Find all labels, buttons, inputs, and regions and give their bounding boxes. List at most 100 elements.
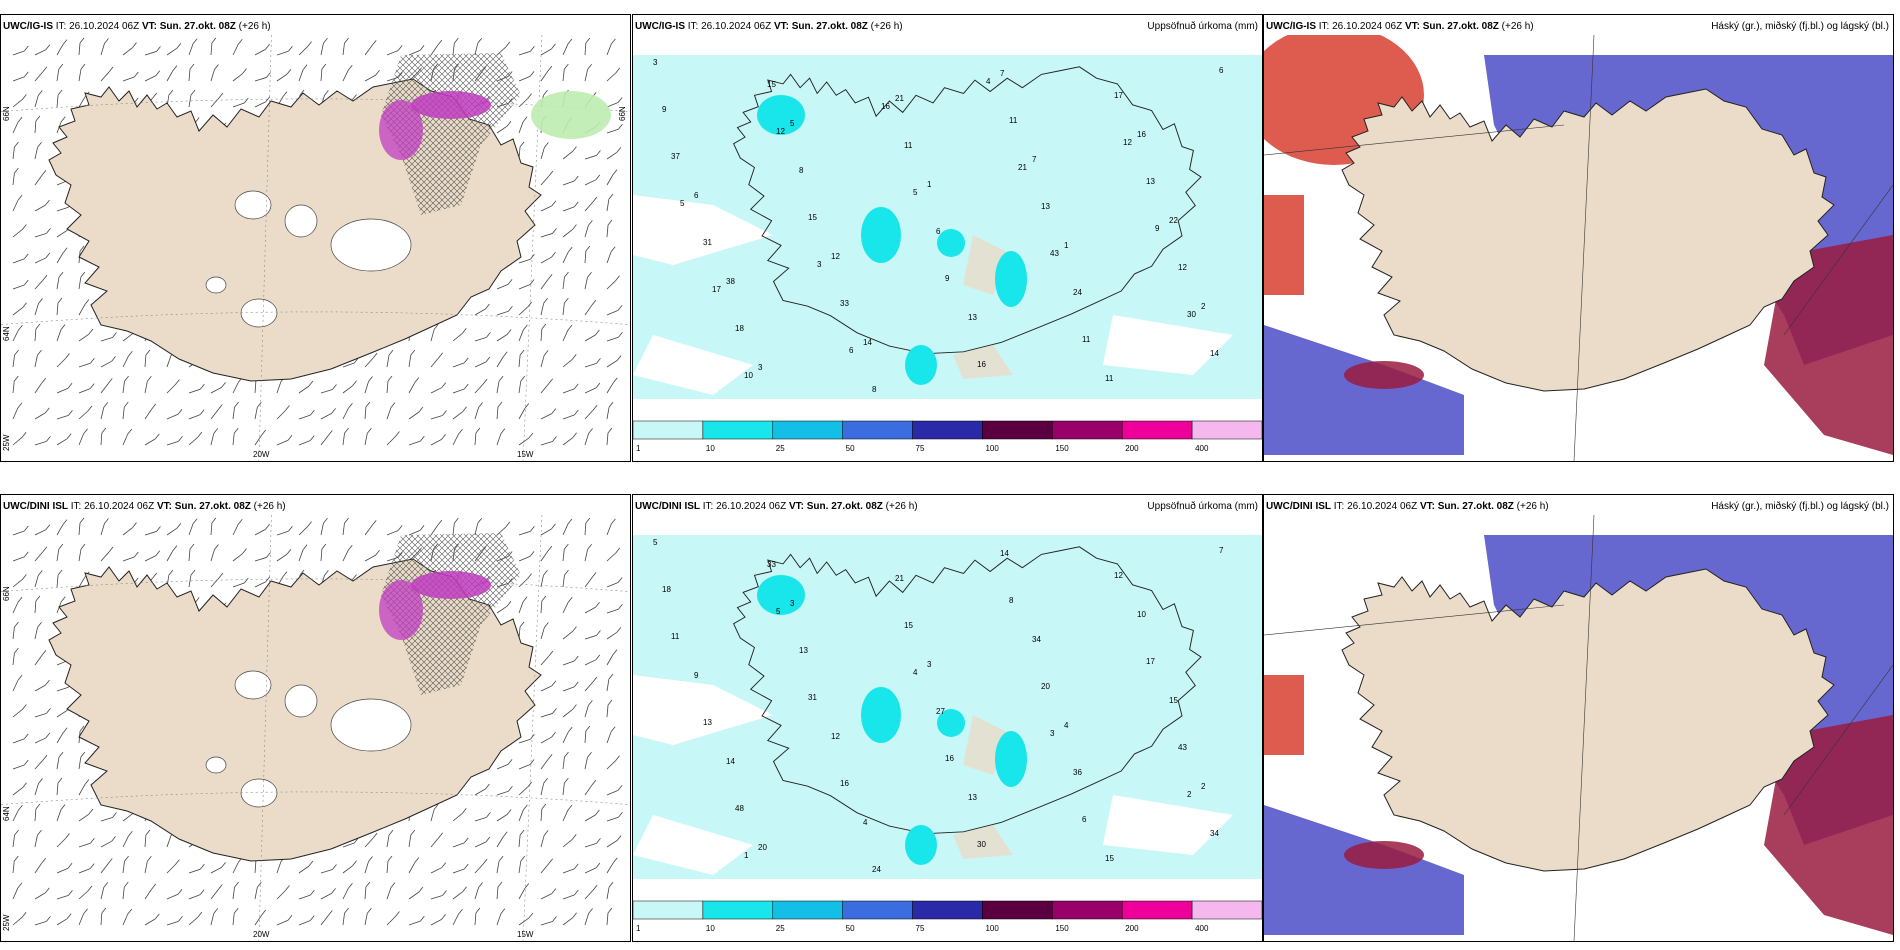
lon-label: 20W [253, 450, 270, 459]
panel-title: Háský (gr.), miðský (fj.bl.) og lágský (… [1711, 501, 1889, 512]
low-cloud [1264, 805, 1464, 935]
precip-blob [937, 229, 965, 257]
colorbar-label: 400 [1195, 924, 1209, 933]
precip-value: 2 [1201, 302, 1206, 311]
precip-value: 11 [1082, 335, 1091, 344]
precip-value: 24 [1073, 288, 1082, 297]
precip-value: 12 [1178, 263, 1187, 272]
glacier [330, 218, 412, 272]
precip-value: 8 [1009, 596, 1014, 605]
precip-value: 11 [1009, 116, 1018, 125]
precip-value: 1 [1064, 241, 1069, 250]
precip-value: 9 [1155, 224, 1160, 233]
colorbar-label: 200 [1125, 924, 1139, 933]
cloud-map [1264, 515, 1893, 941]
precip-value: 13 [703, 718, 712, 727]
precip-value: 12 [1114, 571, 1123, 580]
colorbar-label: 150 [1055, 924, 1069, 933]
panel-title: Uppsöfnuð úrkoma (mm) [1147, 501, 1258, 512]
precip-value: 24 [872, 865, 881, 874]
precip-value: 17 [1114, 91, 1123, 100]
precip-value: 15 [767, 80, 776, 89]
lat-label: 25W [2, 914, 11, 931]
iceland-landmass [1341, 568, 1835, 872]
high-cloud [1344, 361, 1424, 389]
precip-map: 3511232172238147166121311986241415111312… [633, 35, 1262, 419]
colorbar-swatch [842, 900, 913, 920]
precip-value: 4 [913, 668, 918, 677]
precip-value: 18 [662, 585, 671, 594]
colorbar-label: 200 [1125, 444, 1139, 453]
precip-value: 12 [831, 252, 840, 261]
precip-value: 11 [1105, 374, 1114, 383]
precip-value: 3 [927, 660, 932, 669]
precip-value: 20 [1041, 682, 1050, 691]
precip-value: 3 [653, 58, 658, 67]
precip-value: 7 [1032, 155, 1037, 164]
precip-blob [861, 687, 901, 743]
precip-blob [995, 731, 1027, 787]
precip-value: 43 [1178, 743, 1187, 752]
precip-value: 22 [1169, 216, 1178, 225]
precip-value: 9 [694, 671, 699, 680]
colorbar-label: 1 [636, 924, 641, 933]
precip-value: 12 [831, 732, 840, 741]
precip-value: 5 [776, 607, 781, 616]
colorbar-swatch [982, 900, 1053, 920]
glacier [240, 298, 278, 328]
colorbar-swatch [633, 420, 704, 440]
precip-value: 11 [904, 141, 913, 150]
lat-label: 64N [2, 326, 11, 341]
precip-value: 4 [1064, 721, 1069, 730]
colorbar-label: 10 [706, 924, 715, 933]
colorbar-label: 150 [1055, 444, 1069, 453]
precip-map: 5334220213415144141091213151813273634331… [633, 515, 1262, 899]
colorbar-label: 100 [985, 924, 999, 933]
colorbar-label: 400 [1195, 444, 1209, 453]
precip-value: 30 [1187, 310, 1196, 319]
lat-label: 66N [2, 586, 11, 601]
mid-cloud [1264, 195, 1304, 295]
glacier [234, 670, 272, 700]
iceland-landmass [1341, 88, 1835, 392]
grid-lines [1264, 515, 1893, 941]
glacier [240, 778, 278, 808]
precip-value: 3 [817, 260, 822, 269]
precip-value: 13 [968, 793, 977, 802]
colorbar-label: 50 [846, 924, 855, 933]
precip-blob [995, 251, 1027, 307]
precip-value: 33 [767, 560, 776, 569]
precip-value: 16 [945, 754, 954, 763]
panel-header: UWC/IG-IS IT: 26.10.2024 06Z VT: Sun. 27… [635, 21, 1258, 32]
precip-value: 6 [694, 191, 699, 200]
precip-blob [411, 91, 491, 119]
precip-blob [379, 580, 423, 640]
precip-value: 3 [1050, 729, 1055, 738]
panel-cloud-top: UWC/IG-IS IT: 26.10.2024 06Z VT: Sun. 27… [1263, 14, 1894, 462]
graticule [1, 515, 630, 941]
panel-header: UWC/IG-IS IT: 26.10.2024 06Z VT: Sun. 27… [3, 21, 271, 32]
precip-value: 31 [703, 238, 712, 247]
colorbar-label: 100 [985, 444, 999, 453]
panel-precip-bottom: UWC/DINI ISL IT: 26.10.2024 06Z VT: Sun.… [632, 494, 1263, 942]
lon-label: 20W [253, 930, 270, 939]
precip-value: 14 [1000, 549, 1009, 558]
colorbar-swatch [1052, 900, 1123, 920]
precip-value: 1 [744, 851, 749, 860]
precip-value: 12 [1123, 138, 1132, 147]
precip-value: 31 [808, 693, 817, 702]
precip-value: 21 [1018, 163, 1027, 172]
colorbar-swatch [633, 900, 704, 920]
precip-value: 2 [1201, 782, 1206, 791]
precip-value: 30 [977, 840, 986, 849]
precip-value: 13 [1041, 202, 1050, 211]
precip-value: 21 [895, 574, 904, 583]
lon-label: 15W [517, 930, 534, 939]
colorbar-swatch [982, 420, 1053, 440]
precip-value: 36 [1073, 768, 1082, 777]
precip-value: 9 [945, 274, 950, 283]
colorbar-swatch [772, 900, 843, 920]
precip-value: 17 [712, 285, 721, 294]
precip-value: 12 [776, 127, 785, 136]
precip-value: 15 [1169, 696, 1178, 705]
